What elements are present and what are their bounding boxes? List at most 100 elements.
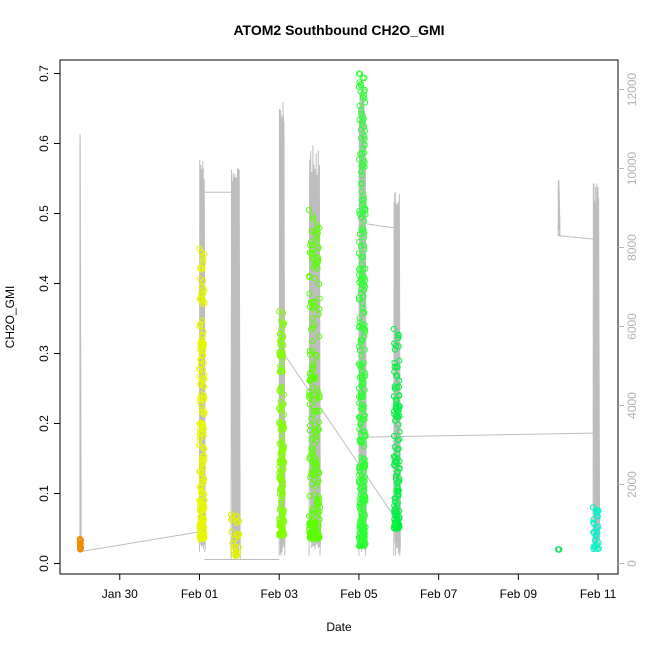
data-point (279, 493, 286, 500)
data-point (359, 525, 366, 532)
data-point (361, 246, 368, 253)
data-point (308, 249, 315, 257)
data-point (360, 88, 368, 95)
data-point (233, 552, 240, 559)
y-tick-label: 0.7 (37, 65, 51, 82)
data-point (198, 469, 205, 476)
data-point (360, 157, 367, 164)
data-point (395, 445, 402, 452)
data-point (307, 376, 314, 383)
data-point (277, 473, 284, 480)
data-point (201, 383, 208, 390)
y2-tick-label: 10000 (625, 151, 639, 185)
data-point (201, 445, 208, 452)
data-point (355, 385, 363, 392)
data-point (357, 421, 364, 428)
data-point (279, 426, 286, 433)
data-point (198, 487, 205, 494)
data-point (277, 336, 284, 343)
data-point (196, 435, 203, 442)
data-point (279, 437, 286, 445)
data-point (359, 271, 366, 278)
data-point (200, 396, 207, 403)
data-point (390, 325, 397, 333)
y2-tick-label: 8000 (625, 234, 639, 261)
data-point (306, 347, 313, 355)
data-point (356, 210, 363, 218)
data-point (200, 408, 207, 415)
data-point (232, 542, 239, 550)
data-point (314, 221, 321, 228)
data-point (396, 475, 403, 482)
altitude-connector (365, 223, 394, 229)
y-tick-label: 0.3 (37, 345, 51, 362)
data-point (357, 361, 364, 368)
altitude-profile (592, 183, 601, 552)
data-point (356, 542, 363, 550)
data-point (360, 92, 368, 99)
y2-tick-label: 0 (625, 560, 639, 567)
data-point (394, 519, 401, 526)
data-point (595, 539, 602, 546)
data-point (395, 331, 402, 338)
data-point (310, 408, 317, 415)
data-point (362, 99, 369, 106)
data-point (306, 526, 313, 533)
data-point (197, 320, 204, 328)
data-point (200, 297, 207, 304)
data-point (316, 496, 323, 503)
data-point (359, 224, 366, 231)
data-point (359, 477, 367, 484)
data-point (307, 238, 315, 245)
data-point (355, 343, 363, 350)
data-point (355, 250, 363, 257)
data-point (310, 298, 317, 305)
data-point (360, 542, 367, 549)
data-point (394, 446, 401, 453)
data-point (394, 468, 401, 475)
data-point (200, 277, 207, 285)
data-point (308, 445, 315, 452)
data-point (361, 163, 368, 170)
data-point (233, 512, 240, 520)
data-point (314, 265, 321, 272)
data-point (313, 459, 320, 466)
data-point (278, 459, 286, 466)
data-point (316, 408, 323, 415)
data-point (279, 490, 286, 497)
data-point (315, 280, 323, 288)
data-point (306, 290, 313, 297)
data-point (278, 476, 285, 484)
data-point (309, 452, 316, 459)
data-point (231, 536, 238, 543)
data-point (201, 497, 208, 504)
data-point (359, 462, 366, 469)
data-point (197, 381, 204, 388)
data-point (199, 523, 206, 530)
data-point (357, 340, 364, 347)
data-point (276, 387, 283, 394)
data-point (197, 357, 205, 364)
data-point (593, 531, 600, 538)
data-point (308, 326, 315, 333)
data-point (198, 430, 205, 437)
data-point (361, 386, 368, 393)
data-point (359, 392, 366, 399)
data-point (396, 357, 403, 364)
data-point (555, 546, 562, 553)
data-point (196, 483, 204, 491)
data-point (357, 135, 365, 142)
data-point (316, 504, 323, 511)
data-point (593, 509, 600, 517)
data-point (198, 520, 205, 527)
altitude-connector (283, 353, 395, 517)
data-point (306, 401, 313, 408)
data-point (196, 442, 203, 449)
data-point (306, 206, 313, 214)
data-point (200, 257, 207, 264)
data-point (360, 324, 367, 331)
data-point (198, 489, 205, 497)
data-point (356, 231, 363, 238)
data-point (309, 468, 316, 475)
data-point (309, 315, 316, 322)
